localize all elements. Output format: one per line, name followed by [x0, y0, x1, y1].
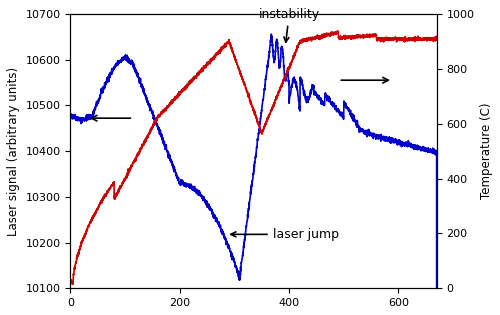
Y-axis label: Temperature (C): Temperature (C): [480, 103, 493, 199]
Y-axis label: Laser signal (arbitrary units): Laser signal (arbitrary units): [7, 66, 20, 236]
Text: instability: instability: [258, 8, 320, 42]
Text: laser jump: laser jump: [231, 228, 338, 241]
